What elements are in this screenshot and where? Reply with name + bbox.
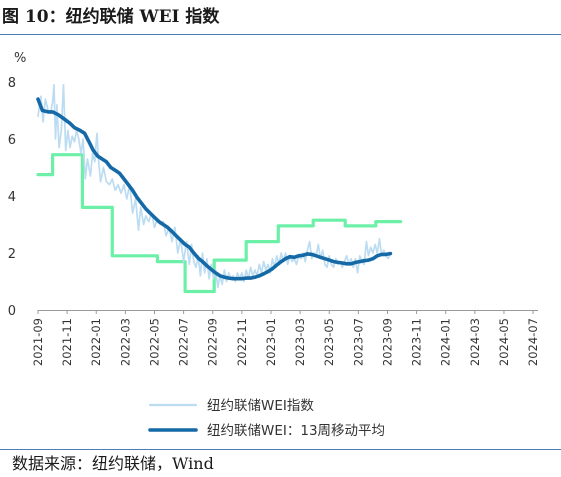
series-line-weekly (37, 83, 392, 289)
source-divider (0, 449, 561, 450)
series-line-13w-average (36, 97, 393, 281)
source-note: 数据来源：纽约联储，Wind (12, 454, 214, 473)
y-tick-label: 6 (8, 133, 16, 148)
y-unit-label: % (14, 51, 26, 66)
x-tick-label: 2022-07 (177, 318, 191, 366)
legend-label: 纽约联储WEI指数 (207, 398, 314, 414)
x-tick-label: 2022-01 (89, 318, 103, 366)
y-tick-label: 2 (8, 247, 16, 262)
x-tick-label: 2021-11 (60, 318, 74, 366)
x-tick-label: 2023-09 (380, 318, 394, 366)
x-tick-label: 2021-09 (31, 318, 45, 366)
y-tick-label: 4 (8, 190, 16, 205)
y-tick-label: 8 (8, 76, 16, 91)
y-tick-label: 0 (8, 304, 16, 319)
x-tick-label: 2022-11 (235, 318, 249, 366)
series-line-step (36, 153, 403, 294)
x-tick-label: 2023-07 (351, 318, 365, 366)
x-tick-label: 2023-11 (410, 318, 424, 366)
x-tick-label: 2022-03 (118, 318, 132, 366)
x-tick-label: 2024-01 (439, 318, 453, 366)
x-tick-label: 2024-03 (468, 318, 482, 366)
legend-label: 纽约联储WEI：13周移动平均 (207, 423, 385, 439)
y-axis: 0 2 4 6 8 (8, 76, 16, 319)
x-tick-label: 2023-05 (322, 318, 336, 366)
x-tick-label: 2024-07 (526, 318, 540, 366)
x-axis: 2021-09 2021-11 2022-01 2022-03 2022-05 2022-… (31, 310, 540, 366)
title-divider (0, 34, 561, 35)
series-layer (36, 83, 403, 294)
x-tick-label: 2022-09 (206, 318, 220, 366)
x-tick-label: 2024-05 (497, 318, 511, 366)
x-tick-label: 2023-01 (264, 318, 278, 366)
wei-line-chart: % 0 2 4 6 8 2021-09 2021-11 2022-01 2022-03 2022… (8, 51, 540, 439)
figure-title: 图 10：纽约联储 WEI 指数 (2, 7, 220, 27)
x-tick-label: 2022-05 (147, 318, 161, 366)
x-tick-label: 2023-03 (293, 318, 307, 366)
